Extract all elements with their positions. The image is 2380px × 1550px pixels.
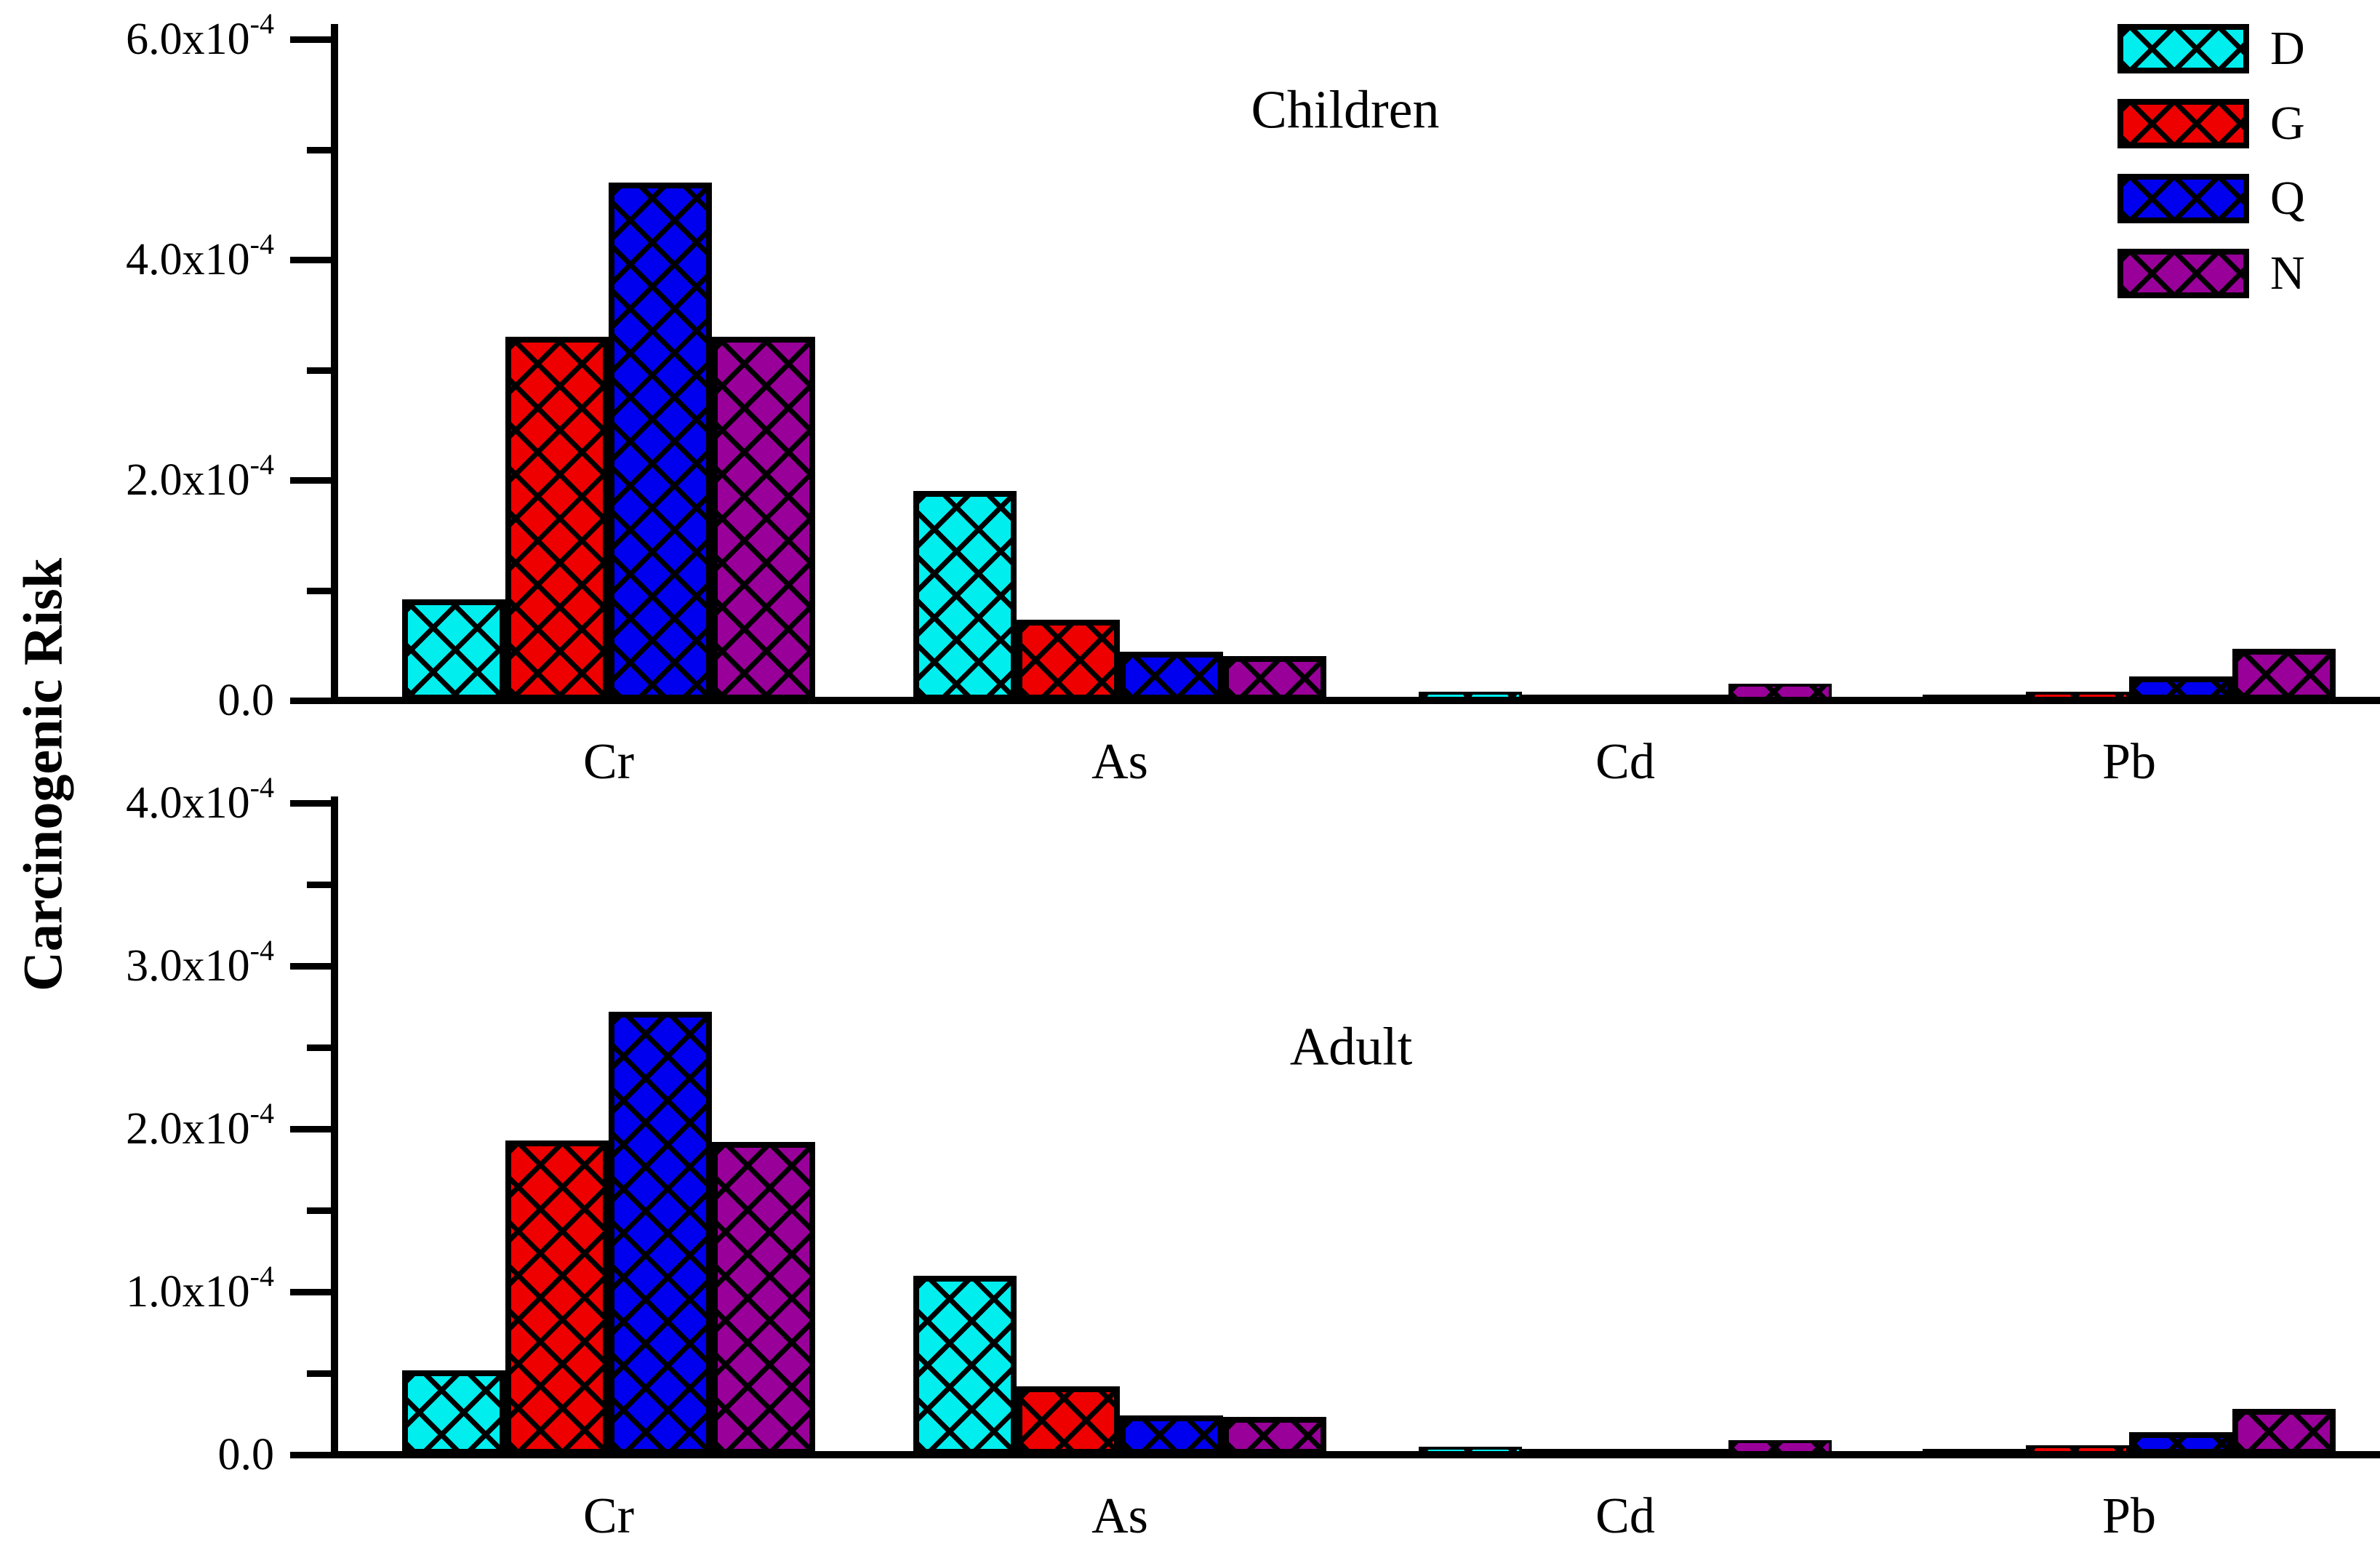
bar-adult-Pb-Q <box>2129 1432 2232 1455</box>
bar-adult-Cr-Q <box>609 1012 712 1455</box>
y-major-tick-children <box>290 698 331 704</box>
x-tick-label-adult-Cd: Cd <box>1595 1488 1655 1544</box>
y-tick-label-adult: 2.0x10-4 <box>126 1097 274 1154</box>
y-minor-tick-adult <box>307 1370 331 1377</box>
legend-label-G: G <box>2270 97 2305 150</box>
bar-adult-Cr-D <box>402 1370 505 1455</box>
x-tick-label-children-Cd: Cd <box>1595 734 1655 790</box>
y-major-tick-adult <box>290 1289 331 1295</box>
legend-label-Q: Q <box>2270 172 2305 225</box>
bar-adult-As-G <box>1017 1386 1120 1455</box>
y-minor-tick-adult <box>307 1207 331 1214</box>
y-tick-label-adult: 3.0x10-4 <box>126 934 274 991</box>
legend-swatch-Q <box>2117 174 2249 223</box>
x-tick-label-children-Pb: Pb <box>2102 734 2156 790</box>
y-minor-tick-adult <box>307 1044 331 1051</box>
x-tick-label-children-As: As <box>1091 734 1148 790</box>
x-tick-label-adult-As: As <box>1091 1488 1148 1544</box>
x-tick-label-adult-Pb: Pb <box>2102 1488 2156 1544</box>
legend-swatch-N <box>2117 249 2249 298</box>
bar-adult-Pb-N <box>2232 1409 2336 1455</box>
y-major-tick-children <box>290 36 331 43</box>
y-tick-label-children: 4.0x10-4 <box>126 228 274 284</box>
x-axis-adult <box>331 1451 2380 1458</box>
bar-adult-As-Q <box>1120 1415 1223 1455</box>
y-tick-label-adult: 0.0 <box>217 1430 275 1479</box>
panel-title-children: Children <box>1251 80 1440 140</box>
y-major-tick-adult <box>290 800 331 807</box>
y-axis-adult <box>331 796 338 1458</box>
y-tick-label-children: 6.0x10-4 <box>126 7 274 64</box>
y-major-tick-children <box>290 477 331 484</box>
y-tick-label-adult: 4.0x10-4 <box>126 771 274 828</box>
y-axis-children <box>331 24 338 704</box>
y-tick-label-children: 0.0 <box>217 676 275 725</box>
bar-children-Cr-Q <box>609 183 712 700</box>
legend-swatch-D <box>2117 24 2249 73</box>
bar-children-Cr-D <box>402 599 505 700</box>
y-minor-tick-children <box>307 367 331 374</box>
bar-children-Cr-N <box>712 337 815 700</box>
bar-adult-As-D <box>913 1276 1017 1455</box>
y-minor-tick-children <box>307 588 331 594</box>
bar-children-Pb-N <box>2232 649 2336 700</box>
y-minor-tick-children <box>307 147 331 153</box>
legend-swatch-G <box>2117 99 2249 148</box>
y-major-tick-adult <box>290 1126 331 1132</box>
legend-label-D: D <box>2270 22 2305 75</box>
y-minor-tick-adult <box>307 882 331 888</box>
bar-children-As-D <box>913 491 1017 700</box>
y-major-tick-adult <box>290 963 331 970</box>
y-tick-label-adult: 1.0x10-4 <box>126 1260 274 1317</box>
bar-children-As-Q <box>1120 652 1223 700</box>
bar-children-As-G <box>1017 620 1120 700</box>
x-axis-children <box>331 697 2380 704</box>
bar-adult-Cr-G <box>505 1140 609 1455</box>
x-tick-label-children-Cr: Cr <box>583 734 634 790</box>
legend-label-N: N <box>2270 247 2305 300</box>
y-tick-label-children: 2.0x10-4 <box>126 448 274 505</box>
x-tick-label-adult-Cr: Cr <box>583 1488 634 1544</box>
panel-title-adult: Adult <box>1289 1017 1413 1077</box>
y-major-tick-adult <box>290 1452 331 1458</box>
y-major-tick-children <box>290 257 331 263</box>
bar-children-Cr-G <box>505 337 609 700</box>
bar-adult-Cr-N <box>712 1142 815 1455</box>
bar-adult-As-N <box>1223 1417 1326 1455</box>
bar-children-As-N <box>1223 656 1326 700</box>
